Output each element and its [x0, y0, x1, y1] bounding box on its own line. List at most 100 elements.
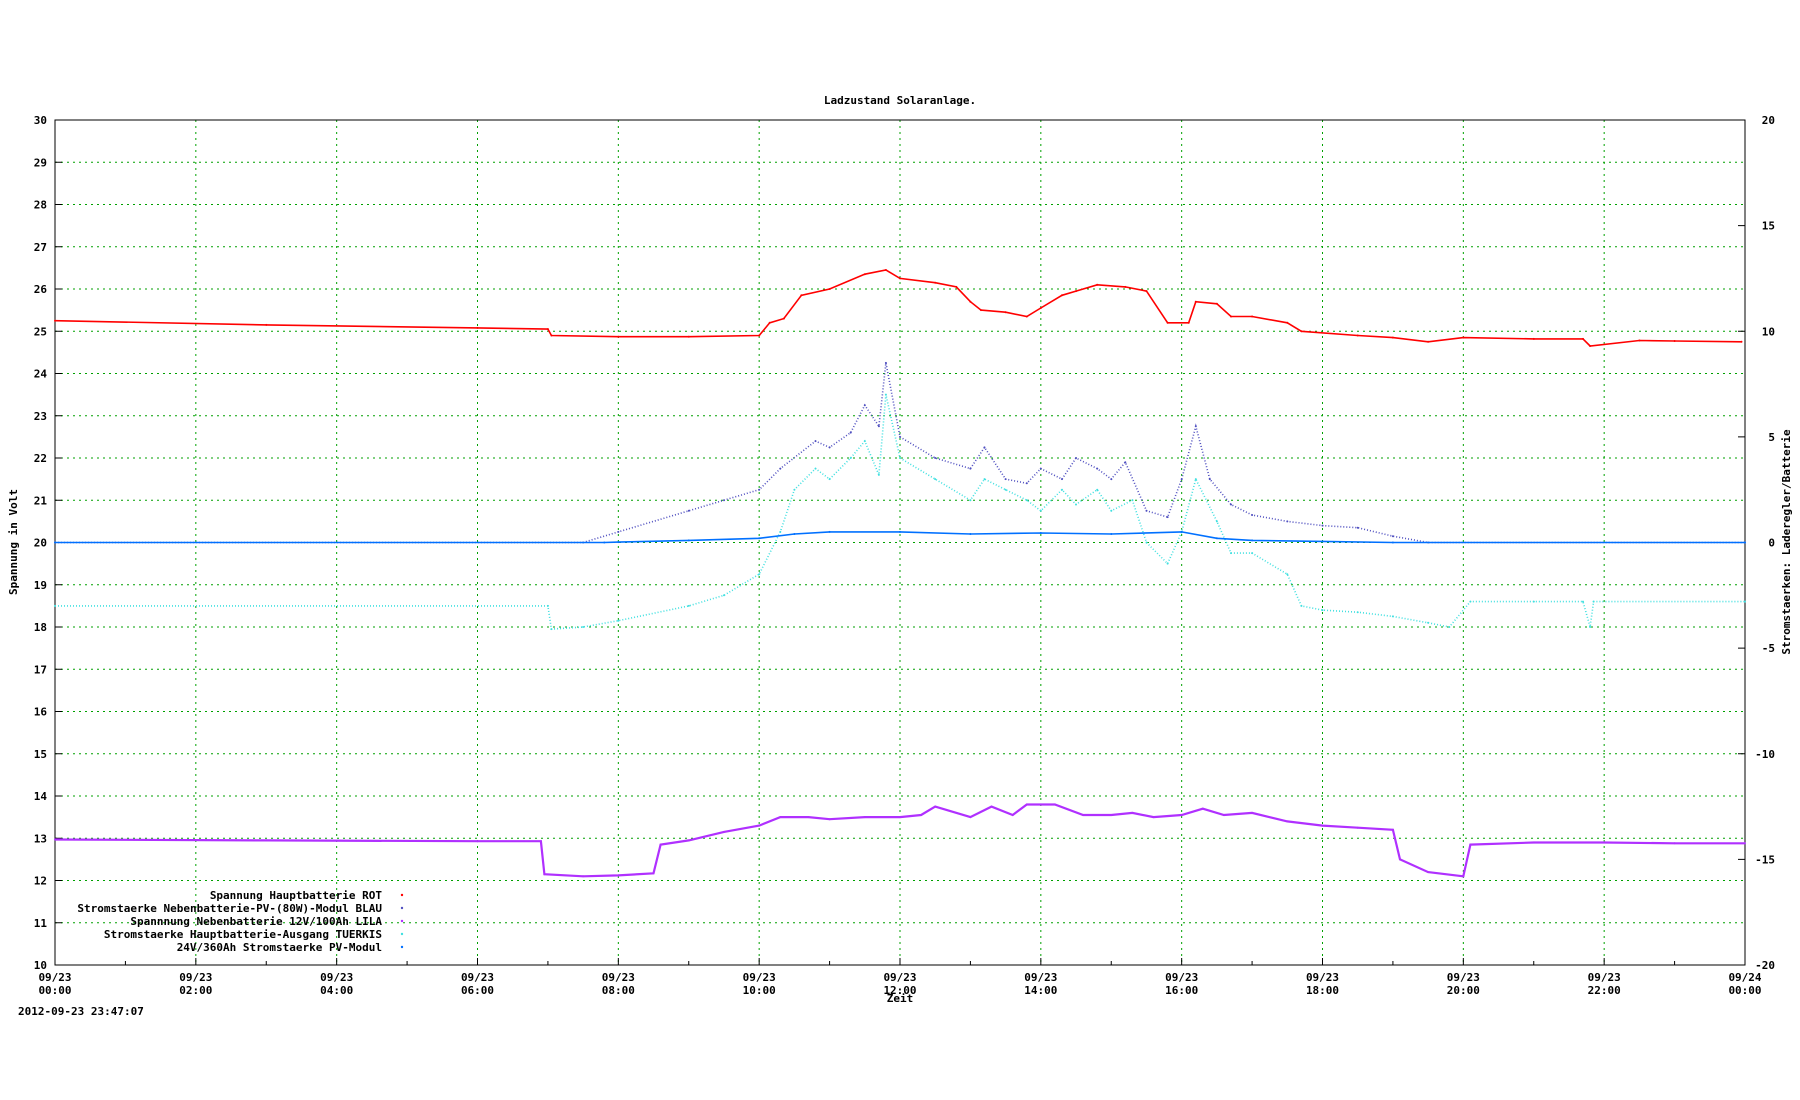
data-point	[1194, 300, 1197, 303]
data-point	[1589, 345, 1592, 347]
data-point	[1061, 488, 1063, 491]
series-line-1	[55, 362, 1745, 544]
y2-tick-label: 0	[1768, 537, 1775, 550]
data-point	[54, 838, 56, 841]
data-point	[687, 604, 690, 607]
data-point	[1201, 807, 1204, 810]
data-point	[1166, 562, 1169, 565]
data-point	[793, 533, 796, 535]
data-point	[863, 440, 866, 443]
data-point	[546, 604, 549, 607]
data-point	[723, 499, 725, 502]
legend-label: Stromstaerke Hauptbatterie-Ausgang TUERK…	[104, 928, 382, 941]
x-axis-label: Zeit	[887, 992, 914, 1005]
x-tick-time: 04:00	[320, 984, 353, 997]
data-point	[1039, 532, 1042, 534]
data-point	[1180, 530, 1183, 533]
data-point	[863, 816, 866, 819]
data-point	[899, 277, 901, 280]
data-point	[1180, 478, 1183, 481]
data-point	[687, 839, 690, 842]
data-point	[1448, 626, 1451, 628]
data-point	[1286, 820, 1289, 823]
data-point	[1025, 315, 1028, 318]
data-point	[899, 530, 901, 533]
data-point	[539, 840, 542, 843]
y-tick-label: 20	[34, 537, 47, 550]
x-tick-date: 09/23	[883, 971, 916, 984]
data-point	[1356, 526, 1359, 529]
x-tick-time: 20:00	[1447, 984, 1480, 997]
timestamp: 2012-09-23 23:47:07	[18, 1005, 144, 1018]
data-point	[980, 309, 982, 312]
data-point	[758, 824, 761, 827]
data-point	[1208, 478, 1211, 481]
y-tick-label: 12	[34, 875, 47, 888]
data-point	[1215, 302, 1218, 305]
x-tick-time: 06:00	[461, 984, 494, 997]
data-point	[1251, 539, 1254, 542]
data-point	[1145, 290, 1148, 293]
data-point	[1145, 509, 1148, 512]
data-point	[1075, 290, 1077, 293]
data-point	[1321, 824, 1324, 827]
data-point	[758, 573, 761, 576]
data-point	[1321, 524, 1324, 527]
x-tick-date: 09/23	[320, 971, 353, 984]
y2-tick-label: -20	[1755, 959, 1775, 972]
data-point	[1673, 340, 1676, 342]
data-point	[1592, 600, 1595, 603]
data-point	[779, 816, 782, 819]
data-point	[849, 457, 852, 459]
data-point	[1251, 514, 1254, 516]
x-tick-time: 22:00	[1588, 984, 1621, 997]
data-point	[884, 269, 887, 271]
y-tick-label: 14	[34, 790, 48, 803]
data-point	[1427, 871, 1430, 874]
data-point	[1744, 600, 1746, 603]
data-point	[1222, 814, 1225, 816]
data-point	[934, 457, 937, 459]
data-point	[1286, 573, 1289, 576]
data-point	[1230, 315, 1232, 318]
x-tick-date: 09/23	[1165, 971, 1198, 984]
data-point	[969, 467, 972, 470]
data-point	[1110, 533, 1113, 535]
data-point	[543, 873, 546, 876]
data-point	[758, 488, 761, 491]
data-point	[723, 594, 725, 597]
y-tick-label: 16	[34, 706, 48, 719]
data-point	[884, 393, 887, 396]
data-point	[617, 335, 620, 338]
x-tick-time: 12:00	[883, 984, 916, 997]
data-point	[828, 818, 831, 821]
data-point	[1391, 828, 1394, 831]
data-point	[1356, 611, 1359, 614]
data-point	[1166, 321, 1169, 324]
y-tick-label: 26	[34, 283, 48, 296]
x-tick-date: 09/23	[179, 971, 212, 984]
data-point	[884, 361, 887, 364]
x-tick-date: 09/23	[1447, 971, 1480, 984]
data-point	[1004, 478, 1007, 481]
chart-title: Ladzustand Solaranlage.	[824, 94, 976, 107]
data-point	[1744, 842, 1746, 845]
y2-tick-label: -5	[1762, 642, 1775, 655]
data-point	[1603, 841, 1606, 844]
data-point	[793, 488, 796, 491]
data-point	[1532, 600, 1535, 603]
x-tick-time: 18:00	[1306, 984, 1339, 997]
data-point	[1096, 488, 1099, 491]
data-point	[1096, 283, 1099, 286]
data-point	[1061, 294, 1063, 297]
data-point	[1145, 541, 1148, 544]
data-point	[1131, 811, 1134, 814]
data-point	[1462, 875, 1465, 878]
data-point	[1194, 478, 1197, 481]
data-point	[1582, 337, 1584, 340]
y-axis-label: Spannung in Volt	[7, 489, 20, 595]
y2-tick-label: 5	[1768, 431, 1775, 444]
data-point	[550, 334, 553, 337]
legend-swatch	[400, 893, 404, 897]
data-point	[617, 530, 620, 533]
